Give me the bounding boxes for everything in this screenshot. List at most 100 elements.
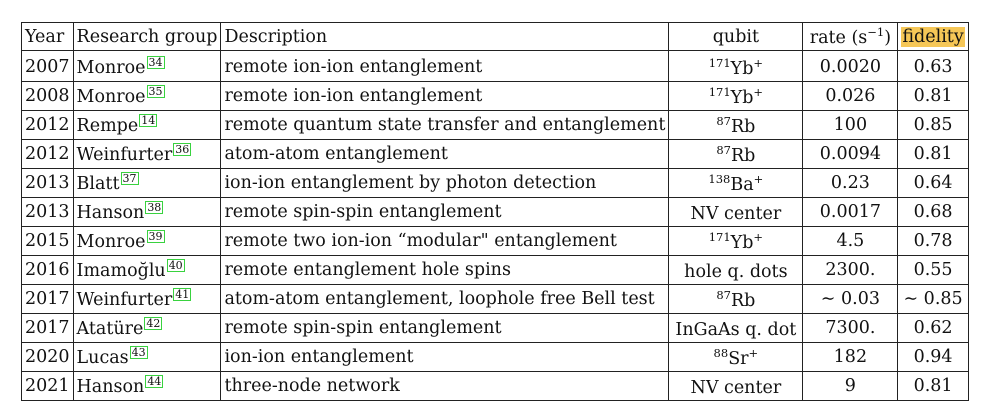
qubit-charge: + bbox=[753, 171, 764, 186]
cell-description: ion-ion entanglement by photon detection bbox=[220, 168, 670, 198]
citation-link[interactable]: 35 bbox=[146, 85, 165, 98]
table-row: 2020 Lucas 43 ion-ion entanglement 88Sr+ 182 0… bbox=[21, 342, 969, 372]
cell-group: Imamoğlu 40 bbox=[72, 255, 222, 285]
header-description: Description bbox=[220, 22, 670, 51]
cell-qubit: 171Yb+ bbox=[668, 226, 804, 256]
group-name: Weinfurter bbox=[76, 290, 173, 310]
cell-group: Hanson 38 bbox=[72, 197, 222, 227]
header-group: Research group bbox=[72, 22, 222, 51]
cell-year: 2007 bbox=[21, 50, 74, 82]
group-name: Monroe bbox=[76, 58, 146, 78]
cell-fidelity: 0.64 bbox=[897, 168, 969, 198]
qubit-name: Yb bbox=[730, 87, 754, 108]
cell-group: Hanson 44 bbox=[72, 371, 222, 401]
cell-fidelity: 0.81 bbox=[897, 81, 969, 111]
table-body: 2007 Monroe 34 remote ion-ion entanglement 1… bbox=[21, 50, 969, 401]
header-rate-exp: −1 bbox=[867, 25, 885, 39]
cell-qubit: 171Yb+ bbox=[668, 50, 804, 82]
cell-group: Rempe 14 bbox=[72, 110, 222, 140]
qubit-charge: + bbox=[753, 84, 764, 99]
qubit-name: NV center bbox=[690, 203, 782, 224]
qubit-isotope: 87 bbox=[716, 142, 731, 157]
cell-group: Atatüre 42 bbox=[72, 313, 222, 343]
table-row: 2017 Weinfurter 41 atom-atom entanglement, … bbox=[21, 284, 969, 314]
results-table: Year Research group Description qubit ra… bbox=[21, 22, 969, 401]
cell-rate: 9 bbox=[802, 371, 899, 401]
cell-qubit: 171Yb+ bbox=[668, 81, 804, 111]
group-name: Rempe bbox=[76, 116, 139, 136]
header-rate-close: ) bbox=[884, 28, 892, 48]
table-row: 2008 Monroe 35 remote ion-ion entanglement 1… bbox=[21, 81, 969, 111]
citation-link[interactable]: 43 bbox=[129, 346, 148, 359]
cell-group: Lucas 43 bbox=[72, 342, 222, 372]
group-name: Imamoğlu bbox=[76, 261, 166, 281]
cell-rate: 100 bbox=[802, 110, 899, 140]
citation-link[interactable]: 41 bbox=[173, 288, 192, 301]
cell-rate: 0.0017 bbox=[802, 197, 899, 227]
cell-year: 2021 bbox=[21, 371, 74, 401]
qubit-isotope: 171 bbox=[708, 229, 731, 244]
cell-year: 2017 bbox=[21, 284, 74, 314]
cell-rate: 0.23 bbox=[802, 168, 899, 198]
cell-qubit: NV center bbox=[668, 371, 804, 401]
citation-link[interactable]: 44 bbox=[145, 375, 164, 388]
citation-link[interactable]: 42 bbox=[144, 317, 163, 330]
citation-link[interactable]: 36 bbox=[173, 143, 192, 156]
cell-description: remote ion-ion entanglement bbox=[220, 81, 670, 111]
table-row: 2012 Weinfurter 36 atom-atom entanglement 87… bbox=[21, 139, 969, 169]
cell-qubit: NV center bbox=[668, 197, 804, 227]
cell-qubit: 87Rb bbox=[668, 284, 804, 314]
qubit-name: NV center bbox=[690, 377, 782, 398]
group-name: Atatüre bbox=[76, 319, 144, 339]
header-year: Year bbox=[21, 22, 74, 51]
header-qubit: qubit bbox=[668, 22, 804, 51]
citation-link[interactable]: 40 bbox=[166, 259, 185, 272]
cell-fidelity: 0.81 bbox=[897, 139, 969, 169]
cell-rate: 2300. bbox=[802, 255, 899, 285]
cell-fidelity: ∼ 0.85 bbox=[897, 284, 969, 314]
cell-description: atom-atom entanglement, loophole free Be… bbox=[220, 284, 670, 314]
qubit-name: Ba bbox=[730, 174, 754, 195]
qubit-charge: + bbox=[753, 55, 764, 70]
cell-year: 2020 bbox=[21, 342, 74, 372]
cell-qubit: 138Ba+ bbox=[668, 168, 804, 198]
cell-qubit: hole q. dots bbox=[668, 255, 804, 285]
cell-group: Blatt 37 bbox=[72, 168, 222, 198]
cell-year: 2013 bbox=[21, 168, 74, 198]
cell-fidelity: 0.81 bbox=[897, 371, 969, 401]
qubit-name: hole q. dots bbox=[684, 261, 788, 282]
cell-fidelity: 0.94 bbox=[897, 342, 969, 372]
cell-year: 2008 bbox=[21, 81, 74, 111]
header-row: Year Research group Description qubit ra… bbox=[21, 22, 969, 51]
citation-link[interactable]: 37 bbox=[120, 172, 139, 185]
cell-group: Monroe 39 bbox=[72, 226, 222, 256]
table-row: 2015 Monroe 39 remote two ion-ion “modular"… bbox=[21, 226, 969, 256]
citation-link[interactable]: 38 bbox=[145, 201, 164, 214]
cell-description: remote spin-spin entanglement bbox=[220, 313, 670, 343]
cell-year: 2015 bbox=[21, 226, 74, 256]
citation-link[interactable]: 39 bbox=[146, 230, 165, 243]
cell-rate: 182 bbox=[802, 342, 899, 372]
cell-fidelity: 0.78 bbox=[897, 226, 969, 256]
cell-fidelity: 0.55 bbox=[897, 255, 969, 285]
qubit-charge: + bbox=[748, 345, 759, 360]
citation-link[interactable]: 34 bbox=[146, 56, 165, 69]
cell-qubit: InGaAs q. dot bbox=[668, 313, 804, 343]
cell-group: Weinfurter 36 bbox=[72, 139, 222, 169]
cell-fidelity: 0.85 bbox=[897, 110, 969, 140]
cell-qubit: 87Rb bbox=[668, 110, 804, 140]
cell-year: 2012 bbox=[21, 110, 74, 140]
qubit-name: Sr bbox=[728, 348, 749, 369]
header-rate: rate (s−1) bbox=[802, 22, 899, 51]
table-row: 2013 Blatt 37 ion-ion entanglement by photo… bbox=[21, 168, 969, 198]
cell-group: Weinfurter 41 bbox=[72, 284, 222, 314]
qubit-name: Yb bbox=[730, 58, 754, 79]
header-rate-label: rate (s bbox=[809, 28, 868, 48]
cell-rate: 0.026 bbox=[802, 81, 899, 111]
cell-group: Monroe 34 bbox=[72, 50, 222, 82]
cell-year: 2012 bbox=[21, 139, 74, 169]
cell-rate: ∼ 0.03 bbox=[802, 284, 899, 314]
table-row: 2013 Hanson 38 remote spin-spin entanglemen… bbox=[21, 197, 969, 227]
citation-link[interactable]: 14 bbox=[139, 114, 158, 127]
group-name: Monroe bbox=[76, 232, 146, 252]
